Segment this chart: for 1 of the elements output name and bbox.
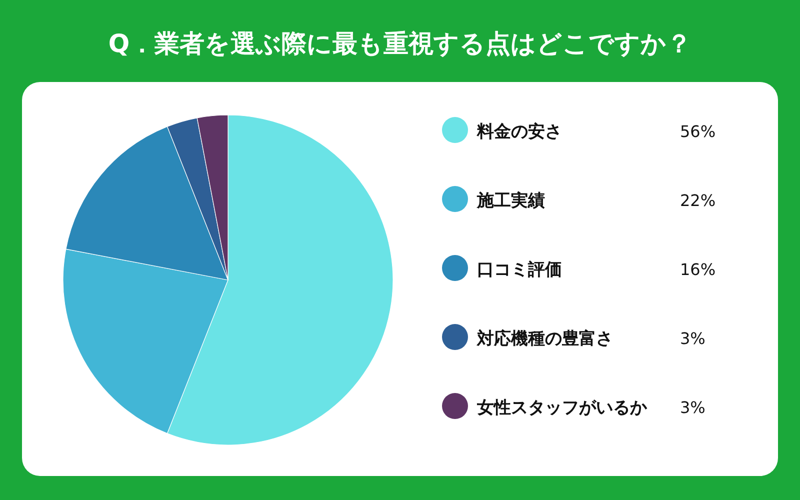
title: Q．業者を選ぶ際に最も重視する点はどこですか？: [108, 29, 692, 58]
